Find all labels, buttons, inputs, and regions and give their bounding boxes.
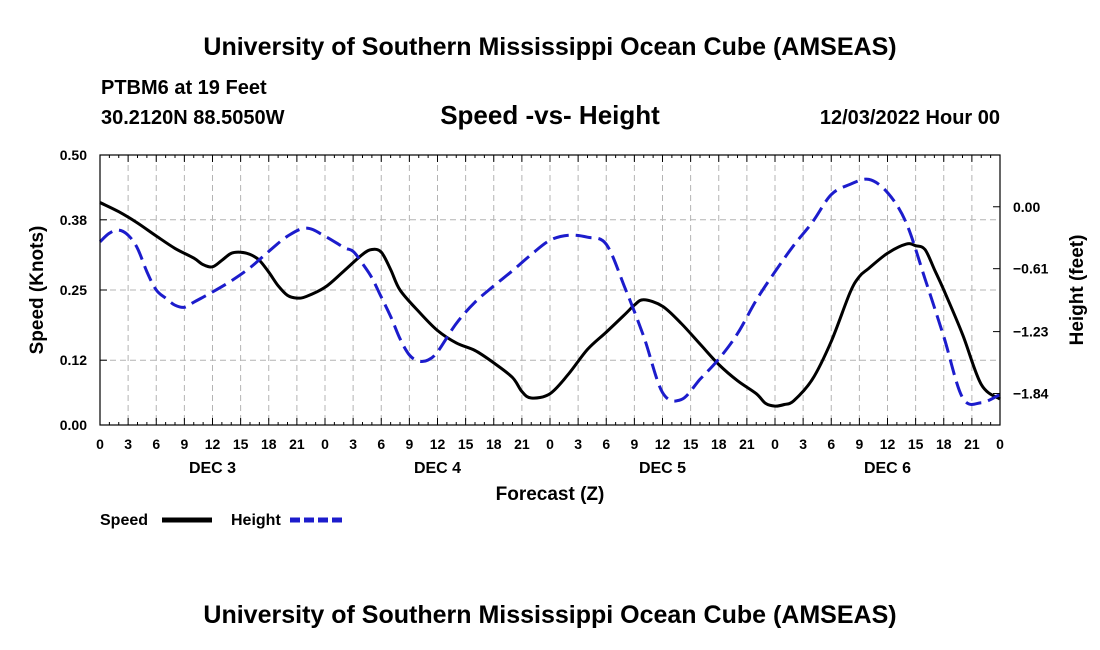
forecast-date: 12/03/2022 Hour 00 (820, 107, 1000, 129)
station-label: PTBM6 at 19 Feet (101, 77, 267, 99)
page-title-top: University of Southern Mississippi Ocean… (203, 33, 896, 61)
x-tick-label: 9 (180, 436, 188, 452)
x-tick-label: 3 (799, 436, 807, 452)
day-label: DEC 3 (189, 460, 236, 477)
x-tick-label: 21 (514, 436, 530, 452)
series-layer (98, 177, 1001, 408)
x-tick-label: 15 (908, 436, 924, 452)
x-tick-label: 15 (458, 436, 474, 452)
legend-label-speed: Speed (100, 512, 148, 529)
y2-tick-label: −0.61 (1013, 261, 1049, 277)
x-tick-label: 18 (711, 436, 727, 452)
y2-tick-label: −1.84 (1013, 386, 1049, 402)
day-label: DEC 6 (864, 460, 911, 477)
station-coords: 30.2120N 88.5050W (101, 107, 285, 129)
x-tick-label: 6 (152, 436, 160, 452)
x-tick-label: 12 (430, 436, 446, 452)
x-tick-label: 12 (205, 436, 221, 452)
legend-label-height: Height (231, 512, 281, 529)
x-tick-label: 6 (377, 436, 385, 452)
series-line-height (98, 177, 1001, 406)
x-tick-label: 6 (827, 436, 835, 452)
y2-axis-label: Height (feet) (1067, 235, 1088, 346)
x-tick-label: 21 (289, 436, 305, 452)
x-tick-label: 18 (486, 436, 502, 452)
day-label: DEC 5 (639, 460, 686, 477)
y2-tick-label: 0.00 (1013, 199, 1040, 215)
y2-tick-label: −1.23 (1013, 324, 1049, 340)
y-axis-label: Speed (Knots) (27, 226, 48, 355)
x-tick-label: 0 (546, 436, 554, 452)
x-tick-label: 9 (855, 436, 863, 452)
x-tick-label: 18 (936, 436, 952, 452)
x-tick-label: 9 (630, 436, 638, 452)
x-axis-label: Forecast (Z) (496, 484, 605, 505)
y-tick-label: 0.25 (60, 282, 87, 298)
x-tick-label: 21 (964, 436, 980, 452)
x-tick-label: 0 (321, 436, 329, 452)
x-tick-label: 12 (655, 436, 671, 452)
x-tick-label: 3 (124, 436, 132, 452)
x-tick-label: 6 (602, 436, 610, 452)
x-tick-label: 3 (349, 436, 357, 452)
grid (100, 155, 1000, 425)
series-line-speed (99, 201, 1001, 408)
x-tick-label: 21 (739, 436, 755, 452)
x-tick-label: 18 (261, 436, 277, 452)
x-tick-label: 15 (683, 436, 699, 452)
page-title-bottom: University of Southern Mississippi Ocean… (203, 601, 896, 629)
day-label: DEC 4 (414, 460, 461, 477)
y-tick-label: 0.50 (60, 147, 87, 163)
x-tick-label: 0 (96, 436, 104, 452)
y-tick-label: 0.00 (60, 417, 87, 433)
legend: Speed Height (100, 512, 342, 529)
x-tick-label: 9 (405, 436, 413, 452)
chart-title: Speed -vs- Height (440, 100, 660, 130)
y-tick-label: 0.38 (60, 212, 87, 228)
x-tick-label: 15 (233, 436, 249, 452)
axis-ticks: 0 3 6 9 12 15 18 21 0 3 6 9 12 15 18 21 0 3 6 9 12 15 18 21 0 3 6 9… (60, 147, 1049, 477)
x-tick-label: 0 (996, 436, 1004, 452)
y-tick-label: 0.12 (60, 352, 87, 368)
x-tick-label: 3 (574, 436, 582, 452)
x-tick-label: 12 (880, 436, 896, 452)
x-tick-label: 0 (771, 436, 779, 452)
